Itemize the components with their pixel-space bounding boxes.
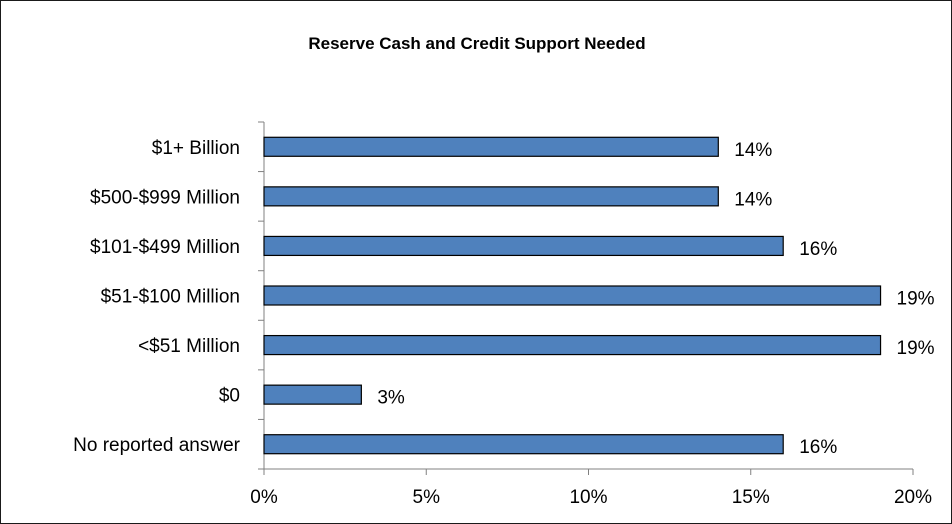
- category-label: $1+ Billion: [152, 138, 240, 159]
- data-label: 16%: [799, 437, 837, 458]
- x-tick-label: 10%: [569, 487, 607, 508]
- category-label: <$51 Million: [138, 336, 240, 357]
- x-tick-label: 15%: [732, 487, 770, 508]
- x-tick-label: 20%: [894, 487, 932, 508]
- data-label: 16%: [799, 239, 837, 260]
- data-label: 19%: [897, 289, 935, 310]
- category-label: $500-$999 Million: [90, 187, 240, 208]
- category-label: $0: [219, 386, 240, 407]
- chart-title: Reserve Cash and Credit Support Needed: [308, 34, 646, 53]
- data-label: 3%: [377, 388, 405, 409]
- x-tick-label: 0%: [250, 487, 278, 508]
- category-label: $51-$100 Million: [101, 287, 240, 308]
- bar: [263, 384, 362, 405]
- category-label: No reported answer: [73, 435, 241, 456]
- bar: [263, 285, 882, 306]
- data-label: 14%: [734, 189, 772, 210]
- bar: [263, 186, 719, 207]
- bar: [263, 434, 784, 455]
- bar: [263, 235, 784, 257]
- bar: [263, 334, 882, 356]
- category-label: $101-$499 Million: [90, 237, 240, 258]
- data-label: 14%: [734, 140, 772, 161]
- data-label: 19%: [897, 338, 935, 359]
- x-tick-label: 5%: [413, 487, 441, 508]
- bar: [263, 136, 719, 157]
